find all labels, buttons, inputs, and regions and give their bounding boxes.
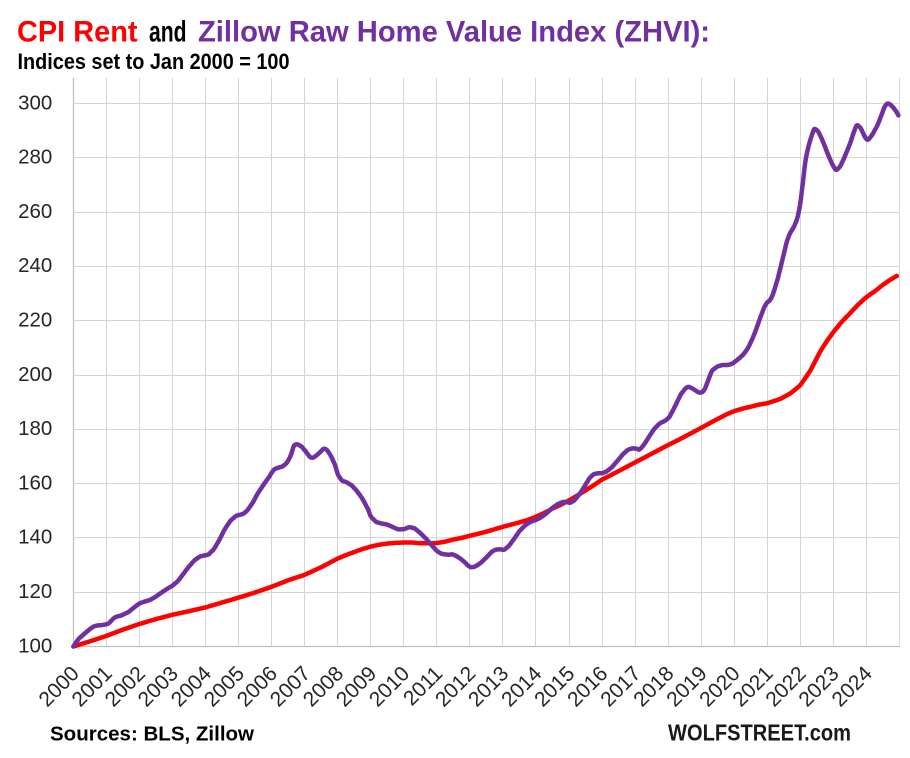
svg-text:300: 300	[18, 91, 52, 114]
svg-text:WOLFSTREET.com: WOLFSTREET.com	[668, 720, 851, 746]
svg-text:Indices set to Jan 2000 = 100: Indices set to Jan 2000 = 100	[18, 49, 290, 74]
svg-text:100: 100	[18, 634, 52, 657]
svg-text:140: 140	[18, 526, 52, 549]
svg-text:240: 240	[18, 254, 52, 277]
svg-text:280: 280	[18, 146, 52, 169]
svg-text:Zillow Raw Home Value Index (Z: Zillow Raw Home Value Index (ZHVI):	[198, 16, 710, 49]
svg-text:220: 220	[18, 309, 52, 332]
svg-text:CPI Rent: CPI Rent	[17, 16, 138, 49]
svg-text:and: and	[149, 16, 187, 49]
svg-text:160: 160	[18, 471, 52, 494]
svg-text:Sources: BLS, Zillow: Sources: BLS, Zillow	[50, 723, 254, 746]
svg-text:260: 260	[18, 200, 52, 223]
svg-text:120: 120	[18, 580, 52, 603]
svg-text:200: 200	[18, 363, 52, 386]
svg-text:180: 180	[18, 417, 52, 440]
